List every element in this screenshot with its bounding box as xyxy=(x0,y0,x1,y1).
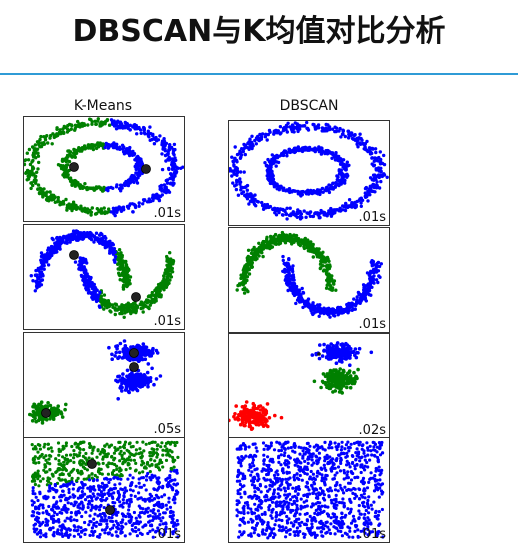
dbscan-moons-panel: .01s xyxy=(228,227,390,333)
kmeans-circles-scatter xyxy=(24,117,184,218)
dbscan-moons-time: .01s xyxy=(358,317,386,332)
dbscan-moons-scatter xyxy=(235,230,383,319)
dbscan-blobs-scatter xyxy=(229,341,374,431)
slide-title: DBSCAN与K均值对比分析 xyxy=(72,14,446,49)
dbscan-circles-scatter xyxy=(229,121,389,221)
dbscan-uniform-scatter xyxy=(235,440,385,540)
kmeans-blobs-panel: .05s xyxy=(23,332,185,438)
dbscan-circles-time: .01s xyxy=(358,210,386,225)
dbscan-circles-panel: .01s xyxy=(228,120,390,226)
kmeans-moons-panel: .01s xyxy=(23,224,185,330)
kmeans-blobs-scatter xyxy=(24,339,163,425)
kmeans-column-title: K-Means xyxy=(73,98,133,114)
dbscan-blobs-time: .02s xyxy=(358,423,386,438)
title-divider xyxy=(0,73,518,75)
dbscan-uniform-panel: .01s xyxy=(228,437,390,543)
dbscan-uniform-time: .01s xyxy=(358,527,386,542)
kmeans-moons-scatter xyxy=(29,229,176,319)
kmeans-uniform-panel: .01s xyxy=(23,437,185,543)
kmeans-blobs-time: .05s xyxy=(153,422,181,437)
dbscan-blobs-panel: .02s xyxy=(228,333,390,439)
kmeans-circles-time: .01s xyxy=(153,206,181,221)
kmeans-moons-time: .01s xyxy=(153,314,181,329)
kmeans-circles-panel: .01s xyxy=(23,116,185,222)
dbscan-column-title: DBSCAN xyxy=(279,98,339,114)
kmeans-uniform-time: .01s xyxy=(153,527,181,542)
kmeans-uniform-scatter xyxy=(30,440,180,539)
